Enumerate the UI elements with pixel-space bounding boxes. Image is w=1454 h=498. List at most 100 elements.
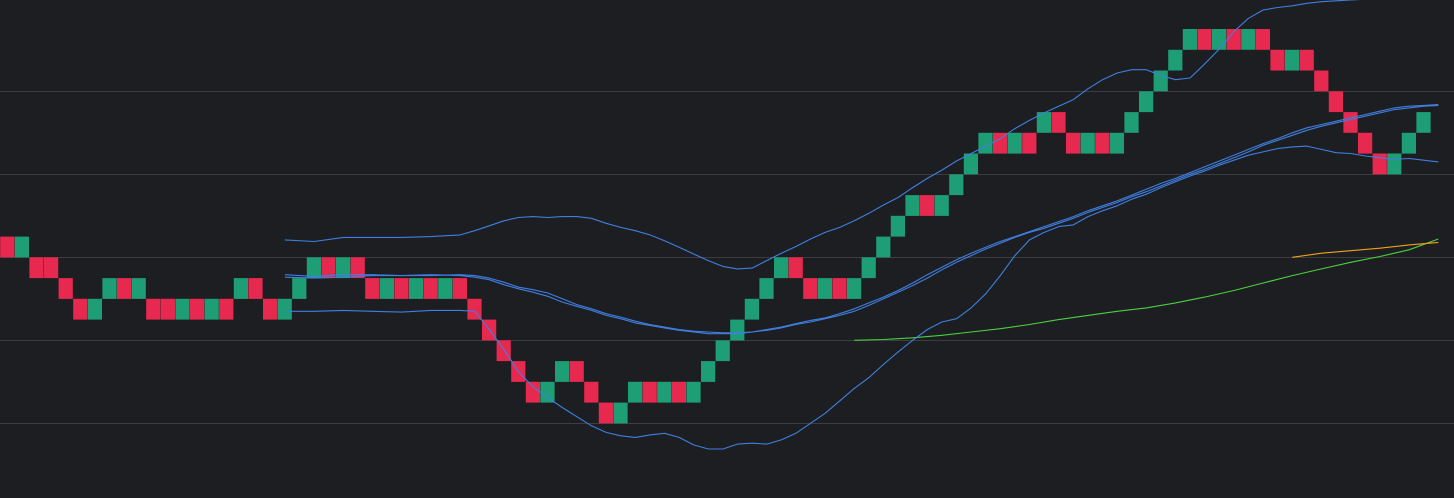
bullish-brick (540, 381, 555, 403)
bearish-brick (496, 340, 511, 362)
bearish-brick (1328, 91, 1343, 113)
bearish-brick (1372, 153, 1387, 175)
bullish-brick (409, 278, 424, 299)
bollinger-bands (284, 0, 1439, 450)
bearish-brick (190, 298, 205, 320)
bearish-brick (73, 298, 88, 320)
bearish-brick (1226, 29, 1241, 50)
bullish-brick (744, 298, 759, 320)
bearish-brick (1095, 132, 1110, 154)
bearish-brick (117, 278, 132, 299)
bearish-brick (1314, 70, 1329, 92)
bullish-brick (438, 278, 453, 299)
bearish-brick (452, 278, 467, 299)
bullish-brick (934, 195, 949, 216)
bullish-brick (233, 278, 248, 299)
bullish-brick (817, 278, 832, 299)
bullish-brick (905, 195, 920, 216)
bullish-brick (701, 361, 716, 382)
bullish-brick (715, 340, 730, 362)
bearish-brick (788, 257, 803, 279)
bearish-brick (1255, 29, 1270, 50)
bearish-brick (993, 132, 1008, 154)
bearish-brick (598, 402, 613, 424)
bullish-brick (613, 402, 628, 424)
bullish-brick (336, 257, 351, 279)
bearish-brick (29, 257, 44, 279)
bullish-brick (175, 298, 190, 320)
bullish-brick (1168, 49, 1183, 71)
bearish-brick (321, 257, 336, 279)
bearish-brick (803, 278, 818, 299)
bearish-brick (160, 298, 175, 320)
bullish-brick (1080, 132, 1095, 154)
bullish-brick (949, 174, 964, 196)
bullish-brick (1212, 29, 1227, 50)
moving-average-fast-line (284, 104, 1439, 335)
bullish-brick (759, 278, 774, 299)
bullish-brick (204, 298, 219, 320)
bearish-brick (1270, 49, 1285, 71)
bollinger-upper-line (284, 0, 1361, 270)
bearish-brick (44, 257, 59, 279)
moving-average-medium-line (854, 238, 1439, 341)
moving-average-long-line (1292, 241, 1439, 258)
bullish-brick (774, 257, 789, 279)
bearish-brick (350, 257, 365, 279)
bullish-brick (14, 236, 29, 258)
bearish-brick (423, 278, 438, 299)
bullish-brick (1387, 153, 1402, 175)
bearish-brick (1299, 49, 1314, 71)
bearish-brick (219, 298, 234, 320)
bullish-brick (1182, 29, 1197, 50)
bullish-brick (876, 236, 891, 258)
bearish-brick (1358, 132, 1373, 154)
bearish-brick (920, 195, 935, 216)
bullish-brick (628, 381, 643, 403)
bullish-brick (131, 278, 146, 299)
bullish-brick (1285, 49, 1300, 71)
bullish-brick (1007, 132, 1022, 154)
bearish-brick (671, 381, 686, 403)
bearish-brick (1197, 29, 1212, 50)
bearish-brick (569, 361, 584, 382)
bullish-brick (306, 257, 321, 279)
bearish-brick (1051, 112, 1066, 133)
bullish-brick (1124, 112, 1139, 133)
bullish-brick (102, 278, 117, 299)
bullish-brick (1416, 112, 1431, 133)
bullish-brick (292, 278, 307, 299)
bearish-brick (1343, 112, 1358, 133)
bullish-brick (686, 381, 701, 403)
bullish-brick (87, 298, 102, 320)
bearish-brick (525, 381, 540, 403)
bearish-brick (365, 278, 380, 299)
bearish-brick (248, 278, 263, 299)
bearish-brick (832, 278, 847, 299)
bullish-brick (1241, 29, 1256, 50)
bullish-brick (657, 381, 672, 403)
bollinger-basis-line (284, 104, 1439, 334)
bullish-brick (963, 153, 978, 175)
bearish-brick (1066, 132, 1081, 154)
bearish-brick (263, 298, 278, 320)
bullish-brick (277, 298, 292, 320)
bearish-brick (467, 298, 482, 320)
bearish-brick (0, 236, 15, 258)
bearish-brick (642, 381, 657, 403)
bullish-brick (847, 278, 862, 299)
bollinger-lower-line (284, 145, 1439, 450)
bearish-brick (1022, 132, 1037, 154)
bearish-brick (394, 278, 409, 299)
bullish-brick (1109, 132, 1124, 154)
bearish-brick (58, 278, 73, 299)
bullish-brick (730, 319, 745, 341)
bullish-brick (555, 361, 570, 382)
bearish-brick (584, 381, 599, 403)
renko-bricks (0, 29, 1431, 424)
trend-lines-back (854, 238, 1439, 341)
bearish-brick (146, 298, 161, 320)
